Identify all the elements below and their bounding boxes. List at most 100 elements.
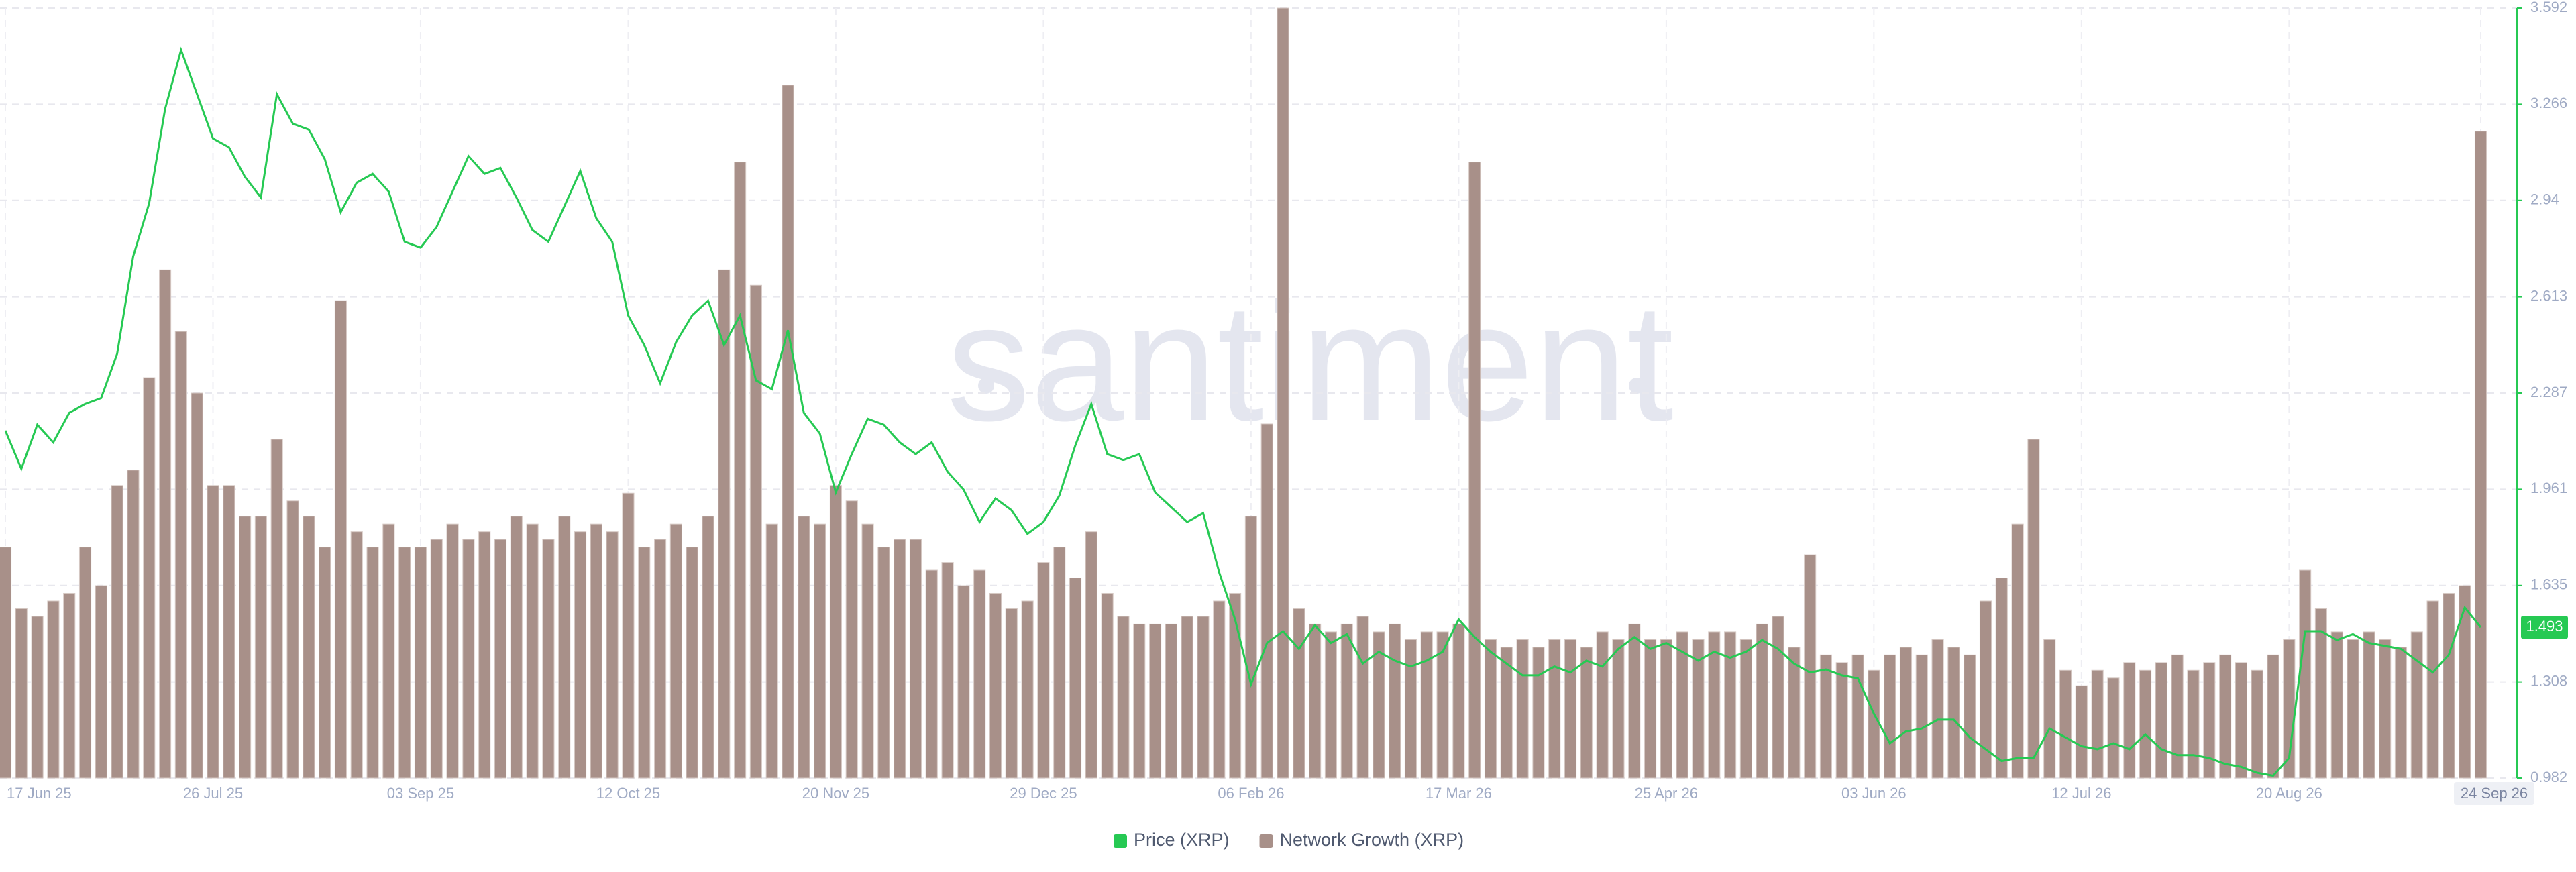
bar xyxy=(2459,585,2471,779)
x-tick-label: 29 Dec 25 xyxy=(1010,785,1077,802)
watermark: santiment xyxy=(947,268,1674,455)
x-tick-label: 03 Jun 26 xyxy=(1841,785,1907,802)
bar xyxy=(2059,669,2072,779)
bar xyxy=(430,539,443,779)
bar xyxy=(239,516,252,779)
bar xyxy=(2394,647,2408,779)
bar xyxy=(622,492,635,779)
bar xyxy=(1165,623,1177,779)
bar xyxy=(2379,639,2392,779)
bar xyxy=(909,539,922,779)
x-tick-label: 12 Jul 26 xyxy=(2051,785,2111,802)
bar xyxy=(2139,669,2152,779)
y-tick-label: 2.94 xyxy=(2530,191,2559,208)
axis: 0.982 1.308 1.635 1.961 2.287 2.613 2.94 3.266 3… xyxy=(7,0,2568,805)
bar xyxy=(1404,639,1417,779)
bar xyxy=(1500,647,1513,779)
bar xyxy=(1851,654,1864,779)
bar xyxy=(1835,662,1848,779)
legend-label: Network Growth (XRP) xyxy=(1280,830,1464,850)
bar xyxy=(398,547,411,779)
bar xyxy=(111,485,123,779)
x-tick-label: 06 Feb 26 xyxy=(1218,785,1284,802)
bar xyxy=(1021,600,1034,779)
price-line xyxy=(4,46,2482,777)
bar xyxy=(478,531,491,779)
bar xyxy=(1085,531,1097,779)
y-tick-label: 1.961 xyxy=(2530,480,2567,496)
bar xyxy=(2091,669,2104,779)
bar xyxy=(1420,631,1433,779)
bar xyxy=(1644,639,1657,779)
bar xyxy=(669,523,682,779)
bar xyxy=(957,585,970,779)
bar xyxy=(286,500,299,779)
y-tick-label: 1.635 xyxy=(2530,576,2567,593)
bar xyxy=(2027,439,2040,779)
bar xyxy=(366,547,379,779)
bar xyxy=(1148,623,1162,779)
bar xyxy=(0,547,12,779)
bar xyxy=(2267,654,2279,779)
bar xyxy=(158,269,172,779)
bar xyxy=(1213,600,1226,779)
bar xyxy=(638,547,651,779)
bar xyxy=(2043,639,2056,779)
bar xyxy=(1580,647,1593,779)
last-value-label: 1.493 xyxy=(2526,618,2563,635)
bar xyxy=(350,531,363,779)
last-value-box xyxy=(2521,616,2568,639)
bar xyxy=(2251,669,2263,779)
bar xyxy=(1660,639,1672,779)
bar xyxy=(606,531,619,779)
x-tick-label: 12 Oct 25 xyxy=(596,785,660,802)
bar xyxy=(861,523,874,779)
bar xyxy=(1373,631,1385,779)
bar xyxy=(2330,631,2343,779)
bar xyxy=(1101,592,1114,779)
bar xyxy=(1596,631,1609,779)
legend-label: Price (XRP) xyxy=(1134,830,1230,850)
bar xyxy=(814,523,826,779)
bar xyxy=(1931,639,1944,779)
bar xyxy=(270,439,283,779)
bar xyxy=(414,547,427,779)
bar xyxy=(1564,639,1577,779)
legend-swatch xyxy=(1114,834,1127,848)
bar xyxy=(2410,631,2423,779)
bar xyxy=(1260,423,1273,779)
bar xyxy=(542,539,555,779)
bar xyxy=(2219,654,2232,779)
bar xyxy=(2075,685,2088,779)
bar xyxy=(303,516,315,779)
bar xyxy=(894,539,906,779)
bar xyxy=(1964,654,1976,779)
x-tick-label: 20 Aug 26 xyxy=(2256,785,2322,802)
bar xyxy=(1756,623,1768,779)
bar xyxy=(319,547,331,779)
bar xyxy=(2235,662,2247,779)
bar xyxy=(2203,662,2216,779)
bar xyxy=(2155,662,2167,779)
bar xyxy=(95,585,107,779)
bar xyxy=(207,485,219,779)
bar xyxy=(590,523,602,779)
x-tick-label: 17 Jun 25 xyxy=(7,785,72,802)
x-tick-label: 24 Sep 26 xyxy=(2461,785,2528,802)
legend-swatch xyxy=(1259,834,1273,848)
bar xyxy=(1037,562,1050,779)
bar xyxy=(734,162,747,779)
bar xyxy=(1915,654,1928,779)
x-tick-label: 03 Sep 25 xyxy=(387,785,454,802)
bar xyxy=(1484,639,1497,779)
bar xyxy=(1516,639,1529,779)
bar xyxy=(2363,631,2375,779)
y-tick-label: 2.613 xyxy=(2530,287,2567,304)
bar xyxy=(1356,616,1369,779)
bar xyxy=(1293,608,1305,779)
bar xyxy=(1868,669,1880,779)
bar xyxy=(1819,654,1833,779)
bar xyxy=(78,547,92,779)
bar xyxy=(1804,554,1817,779)
